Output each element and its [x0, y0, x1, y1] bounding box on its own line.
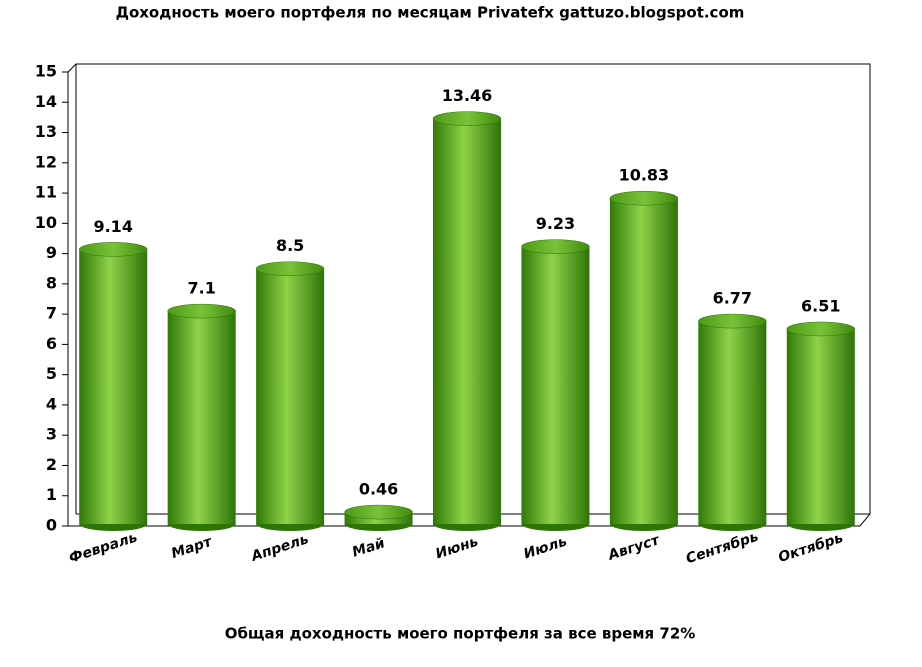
x-tick-label: Сентябрь: [684, 529, 761, 567]
bar-top: [786, 321, 856, 337]
y-tick-label: 5: [46, 364, 57, 383]
bar-top: [255, 261, 325, 276]
bar-top: [78, 242, 148, 257]
y-tick-label: 9: [46, 243, 57, 262]
x-tick-label: Февраль: [67, 529, 139, 566]
bar: [167, 311, 236, 524]
y-tick-label: 4: [46, 394, 57, 413]
chart-title: Доходность моего портфеля по месяцам Pri…: [116, 4, 745, 22]
bar: [256, 268, 325, 524]
value-label: 10.83: [619, 166, 670, 185]
bar: [79, 249, 148, 524]
value-label: 6.51: [801, 296, 840, 315]
value-label: 8.5: [276, 236, 304, 255]
value-label: 9.14: [93, 217, 132, 236]
y-tick-label: 1: [46, 485, 57, 504]
value-label: 9.23: [536, 214, 575, 233]
x-tick-label: Март: [169, 534, 214, 562]
bar-top: [167, 303, 236, 319]
x-tick-label: Июнь: [434, 534, 481, 563]
value-label: 0.46: [359, 480, 398, 499]
value-label: 13.46: [442, 86, 493, 105]
y-tick-label: 15: [35, 62, 57, 81]
x-tick-label: Октябрь: [776, 530, 845, 566]
y-tick-label: 0: [46, 516, 57, 535]
x-tick-label: Апрель: [249, 531, 311, 565]
y-tick-label: 6: [46, 334, 57, 353]
y-tick-label: 3: [46, 425, 57, 444]
bar: [521, 246, 590, 524]
y-tick-label: 10: [35, 213, 57, 232]
footnote: Общая доходность моего портфеля за все в…: [225, 625, 696, 643]
y-tick-label: 11: [35, 183, 57, 202]
bar: [609, 198, 678, 524]
y-tick-label: 7: [46, 304, 57, 323]
bar-top: [698, 313, 767, 329]
x-tick-label: Июль: [522, 533, 569, 562]
y-tick-label: 14: [35, 92, 57, 111]
bar-top: [521, 239, 590, 254]
bar: [698, 321, 767, 524]
y-tick-label: 8: [46, 273, 57, 292]
bar: [433, 118, 501, 525]
x-tick-label: Август: [605, 532, 662, 564]
bar: [786, 328, 855, 524]
y-tick-label: 12: [35, 152, 57, 171]
x-tick-label: Май: [350, 535, 387, 561]
bar-top: [344, 504, 413, 520]
y-tick-label: 13: [35, 122, 57, 141]
bar-top: [609, 190, 679, 206]
bar-top: [432, 111, 502, 126]
value-label: 6.77: [713, 289, 752, 308]
value-label: 7.1: [187, 279, 215, 298]
y-tick-label: 2: [46, 455, 57, 474]
